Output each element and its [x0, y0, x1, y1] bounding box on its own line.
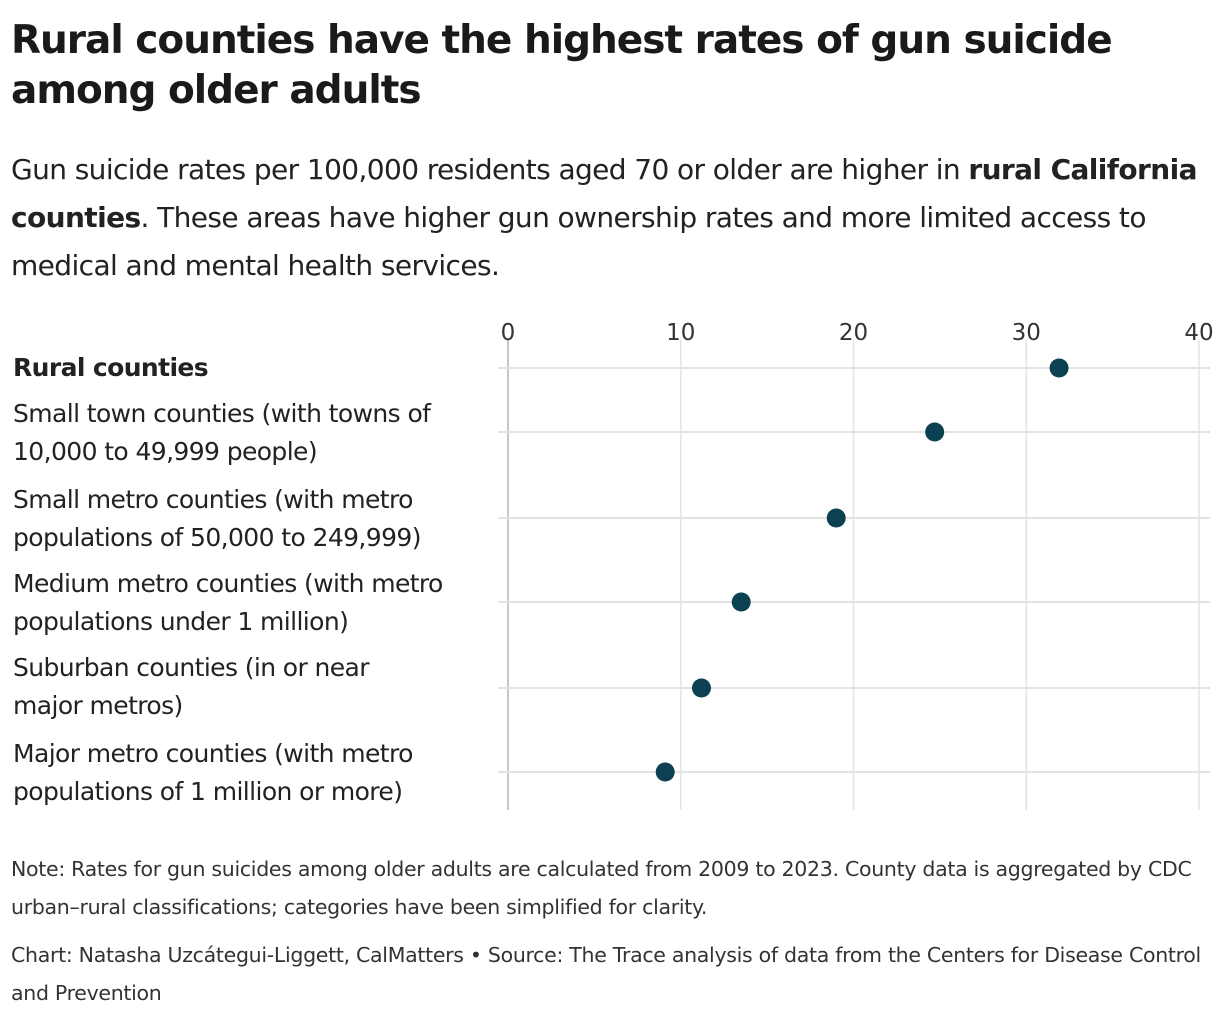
data-point	[691, 678, 711, 698]
x-tick-label: 40	[1184, 320, 1213, 346]
category-label: Major metro counties (with metro populat…	[13, 739, 413, 806]
chart-subtitle: Gun suicide rates per 100,000 residents …	[11, 146, 1201, 290]
subtitle-text: Gun suicide rates per 100,000 residents …	[11, 153, 969, 186]
data-point	[925, 422, 945, 442]
x-tick-label: 10	[666, 320, 695, 346]
category-label: Suburban counties (in or near major metr…	[13, 653, 370, 720]
chart-credit: Chart: Natasha Uzcátegui-Liggett, CalMat…	[11, 943, 1201, 1005]
chart-title: Rural counties have the highest rates of…	[11, 18, 1113, 113]
data-point	[826, 508, 846, 528]
chart-note: Note: Rates for gun suicides among older…	[11, 857, 1192, 919]
subtitle-text-end: . These areas have higher gun ownership …	[11, 201, 1146, 282]
x-tick-label: 0	[501, 320, 516, 346]
data-point	[655, 762, 675, 782]
dot-plot: 0 10 20 30 40	[498, 320, 1214, 810]
x-tick-label: 30	[1012, 320, 1041, 346]
category-label: Rural counties	[13, 353, 209, 382]
x-tick-label: 20	[839, 320, 868, 346]
category-label: Medium metro counties (with metro popula…	[13, 569, 443, 636]
category-label: Small metro counties (with metro populat…	[13, 485, 421, 552]
category-label: Small town counties (with towns of 10,00…	[13, 399, 431, 466]
data-point	[731, 592, 751, 612]
data-point	[1049, 358, 1069, 378]
subtitle-bold: rural California counties	[11, 153, 1197, 234]
